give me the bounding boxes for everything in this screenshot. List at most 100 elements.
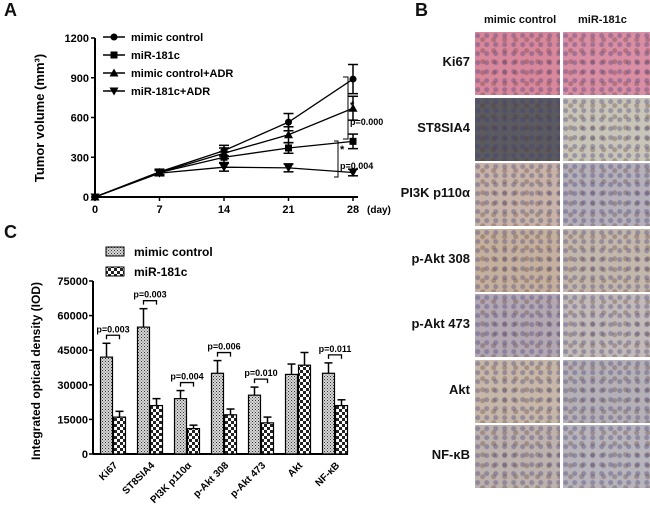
legend-label: mimic control+ADR	[131, 68, 233, 80]
x-tick-label: 0	[92, 204, 98, 216]
y-tick-label: 75000	[57, 276, 88, 288]
iod-bar-chart: 0 15000 30000 45000 60000 75000 Integrated opt…	[29, 245, 352, 506]
legend-marker	[110, 51, 118, 59]
x-tick-label: 28	[347, 204, 359, 216]
panel-label-b: B	[415, 0, 428, 20]
p-value-label: p=0.003	[96, 324, 129, 334]
bar	[186, 428, 201, 455]
data-point	[219, 163, 229, 172]
data-point	[349, 137, 357, 145]
ihc-image-mir-181c	[563, 163, 650, 226]
legend-swatch	[105, 246, 125, 257]
y-tick-label: 300	[71, 152, 89, 164]
ihc-image-mimic-control	[475, 359, 560, 423]
data-point	[284, 130, 293, 139]
p-value-label: p=0.004	[170, 372, 203, 382]
legend-marker	[110, 33, 118, 41]
row-label: Ki67	[442, 54, 470, 69]
bar	[99, 356, 114, 455]
significance-bracket	[327, 354, 343, 359]
legend-label: miR-181c	[131, 50, 180, 62]
data-point	[219, 148, 229, 157]
x-tick-label: NF-κB	[314, 460, 343, 489]
x-tick-label: Akt	[286, 460, 306, 480]
significance-star: *	[350, 100, 355, 112]
row-label: Akt	[449, 381, 470, 397]
ihc-image-mimic-control	[475, 425, 560, 488]
data-point	[90, 193, 100, 202]
x-tick-label: ST8SIA4	[121, 460, 158, 497]
bar	[247, 394, 262, 455]
data-point	[348, 103, 358, 112]
x-tick-label: 7	[156, 204, 162, 216]
tumor-volume-line-chart: 0 300 600 900 1200 0 7 14 21 28 (day) Tumor volume …	[32, 32, 391, 216]
y-tick-label: 0	[83, 192, 89, 204]
significance-bracket	[253, 378, 269, 384]
ihc-image-mimic-control	[475, 228, 560, 292]
bar	[173, 398, 188, 455]
legend-marker	[109, 87, 119, 96]
significance-bracket	[343, 76, 349, 140]
significance-bracket	[142, 300, 158, 305]
significance-star: *	[340, 144, 345, 156]
y-tick-label: 1200	[65, 33, 89, 45]
row-label: PI3K p110α	[400, 185, 470, 200]
y-tick-label: 60000	[57, 311, 88, 323]
ihc-image-mimic-control	[475, 294, 560, 357]
significance-bracket	[216, 351, 232, 357]
p-value-label: p=0.000	[350, 117, 383, 127]
row-label: p-Akt 308	[411, 250, 470, 266]
bar	[210, 372, 225, 455]
legend-marker	[109, 68, 119, 77]
y-tick-label: 900	[71, 73, 89, 85]
row-label: NF-κB	[431, 447, 470, 462]
row-label: p-Akt 473	[411, 316, 470, 331]
p-value-label: p=0.006	[207, 342, 240, 352]
panel-label-c: C	[4, 222, 17, 242]
ihc-image-mir-181c	[563, 97, 650, 161]
legend-label: miR-181c+ADR	[131, 86, 210, 98]
bar	[149, 404, 164, 455]
p-value-label: p=0.003	[133, 290, 166, 300]
col-header-mimic-control: mimic control	[484, 14, 557, 26]
x-tick-label: 14	[218, 204, 231, 216]
legend-swatch	[105, 266, 125, 277]
p-value-label: p=0.004	[340, 161, 373, 171]
y-tick-label: 45000	[57, 345, 88, 357]
ihc-image-mir-181c	[563, 425, 650, 488]
x-tick-label: p-Akt 473	[229, 460, 269, 500]
p-value-label: p=0.011	[319, 344, 352, 354]
ihc-image-mimic-control	[475, 97, 560, 161]
x-axis-label: (day)	[367, 205, 391, 216]
legend-label: mimic control	[131, 32, 203, 44]
x-tick-label: Ki67	[97, 460, 120, 483]
col-header-mir-181c: miR-181c	[578, 14, 627, 26]
ihc-image-mir-181c	[563, 359, 650, 423]
ihc-image-mir-181c	[563, 294, 650, 357]
x-tick-label: 21	[282, 204, 294, 216]
data-point	[285, 118, 292, 126]
y-axis-label: Integrated optical density (IOD)	[29, 282, 43, 460]
significance-bracket	[105, 334, 121, 340]
y-tick-label: 600	[71, 113, 89, 125]
panel-label-a: A	[4, 0, 17, 20]
data-point	[349, 75, 357, 83]
row-label: ST8SIA4	[417, 119, 470, 135]
bar	[112, 416, 127, 455]
data-point	[284, 164, 293, 173]
y-tick-label: 0	[82, 449, 88, 461]
bar	[297, 364, 312, 455]
ihc-image-mimic-control	[475, 32, 560, 95]
y-tick-label: 30000	[57, 380, 88, 392]
legend-label: mimic control	[134, 245, 213, 259]
ihc-image-mir-181c	[563, 228, 650, 292]
significance-bracket	[334, 140, 339, 178]
legend-label: miR-181c	[134, 265, 188, 279]
x-tick-label: p-Akt 308	[192, 460, 232, 500]
y-tick-label: 15000	[57, 414, 88, 426]
bar	[334, 404, 349, 455]
data-point	[285, 144, 292, 152]
p-value-label: p=0.010	[244, 368, 277, 378]
ihc-image-mimic-control	[475, 163, 560, 226]
